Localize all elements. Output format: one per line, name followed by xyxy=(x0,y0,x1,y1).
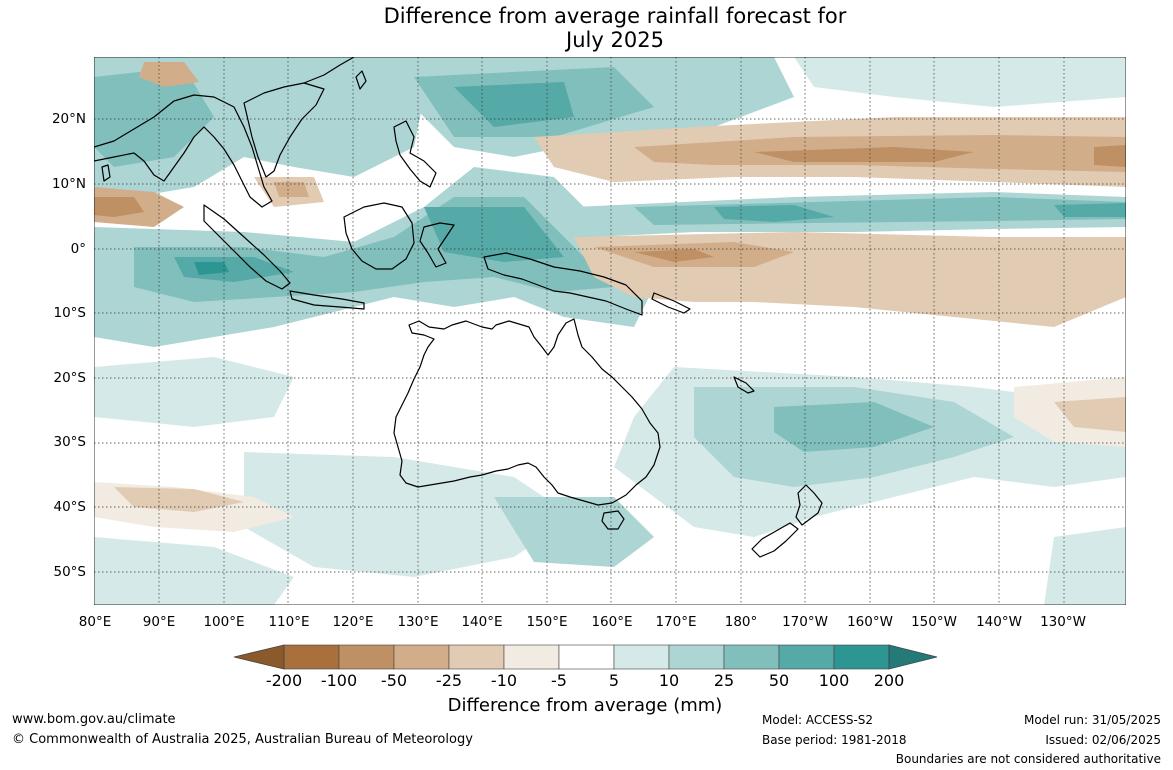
lon-label-170w: 170°W xyxy=(782,614,828,630)
china-coastline xyxy=(303,57,355,84)
lon-label-80e: 80°E xyxy=(78,614,112,630)
anomaly-fields xyxy=(94,57,1126,605)
sumatra-coastline xyxy=(203,204,291,290)
legend-swatch xyxy=(778,644,835,670)
lon-label-180: 180° xyxy=(724,614,758,630)
issued-text: Issued: 02/06/2025 xyxy=(1045,733,1161,747)
indochina-coastline xyxy=(243,82,325,178)
philippines-coastline xyxy=(393,120,437,188)
legend-swatch xyxy=(668,644,725,670)
legend-tick: 5 xyxy=(608,671,620,690)
lat-label-20n: 20°N xyxy=(51,111,86,127)
chart-title: Difference from average rainfall forecas… xyxy=(0,4,1173,52)
lon-label-160e: 160°E xyxy=(591,614,633,630)
lon-label-170e: 170°E xyxy=(655,614,697,630)
new-caledonia-coastline xyxy=(733,376,755,394)
disclaimer-text: Boundaries are not considered authoritat… xyxy=(895,752,1161,766)
java-coastline xyxy=(289,290,365,310)
legend-tick: 50 xyxy=(768,671,790,690)
lon-label-140e: 140°E xyxy=(461,614,503,630)
lat-label-10n: 10°N xyxy=(51,176,86,192)
lon-label-150e: 150°E xyxy=(526,614,568,630)
legend-swatches xyxy=(283,644,890,670)
legend-tick: 10 xyxy=(658,671,680,690)
graticule xyxy=(94,57,1126,605)
lat-label-20s: 20°S xyxy=(53,370,87,386)
legend-tick: -50 xyxy=(380,671,408,690)
new-zealand-south-coastline xyxy=(751,522,799,558)
legend-colorbar xyxy=(233,644,938,670)
model-text: Model: ACCESS-S2 xyxy=(762,713,874,727)
website-text: www.bom.gov.au/climate xyxy=(12,712,176,727)
lon-label-90e: 90°E xyxy=(142,614,176,630)
lat-label-40s: 40°S xyxy=(53,499,87,515)
lon-label-130e: 130°E xyxy=(397,614,439,630)
copyright-text: © Commonwealth of Australia 2025, Austra… xyxy=(12,732,473,747)
solomon-islands-coastline xyxy=(651,292,691,314)
dry-anomaly-regions xyxy=(94,62,1126,532)
sulawesi-coastline xyxy=(419,222,455,268)
title-line-2: July 2025 xyxy=(566,28,664,52)
title-line-1: Difference from average rainfall forecas… xyxy=(383,4,847,28)
legend-swatch xyxy=(833,644,890,670)
new-guinea-coastline xyxy=(483,252,643,316)
legend-swatch xyxy=(558,644,615,670)
lon-label-130w: 130°W xyxy=(1040,614,1086,630)
borneo-coastline xyxy=(343,202,415,270)
legend-tick: -100 xyxy=(320,671,358,690)
lat-label-10s: 10°S xyxy=(53,305,87,321)
southeast-asia-coastline xyxy=(94,94,273,208)
legend-swatch xyxy=(393,644,450,670)
legend-swatch xyxy=(448,644,505,670)
tasmania-coastline xyxy=(601,510,625,530)
sri-lanka-coastline xyxy=(101,164,111,182)
legend-tick: 200 xyxy=(873,671,905,690)
lon-label-140w: 140°W xyxy=(976,614,1022,630)
lon-label-150w: 150°W xyxy=(911,614,957,630)
legend-tick: -5 xyxy=(551,671,567,690)
legend-swatch xyxy=(613,644,670,670)
legend-tick: 25 xyxy=(713,671,735,690)
legend-title: Difference from average (mm) xyxy=(447,695,723,716)
lon-label-100e: 100°E xyxy=(203,614,245,630)
taiwan-coastline xyxy=(355,70,367,90)
australia-coastline xyxy=(393,318,661,506)
lat-label-0: 0° xyxy=(70,241,86,257)
new-zealand-north-coastline xyxy=(795,484,823,526)
model-run-text: Model run: 31/05/2025 xyxy=(1023,713,1161,727)
lon-label-110e: 110°E xyxy=(268,614,310,630)
lat-label-50s: 50°S xyxy=(53,564,87,580)
legend-swatch xyxy=(338,644,395,670)
legend-swatch xyxy=(283,644,340,670)
rainfall-anomaly-map xyxy=(94,57,1126,605)
legend-tick: -200 xyxy=(265,671,303,690)
lon-label-120e: 120°E xyxy=(332,614,374,630)
coastlines xyxy=(94,57,823,558)
lon-label-160w: 160°W xyxy=(847,614,893,630)
legend-tick: -10 xyxy=(490,671,518,690)
legend-arrow-right xyxy=(888,644,938,670)
base-period-text: Base period: 1981-2018 xyxy=(762,733,907,747)
wet-anomaly-regions xyxy=(94,57,1126,605)
legend-tick: -25 xyxy=(435,671,463,690)
legend-arrow-left xyxy=(233,644,285,670)
legend-swatch xyxy=(723,644,780,670)
legend-tick: 100 xyxy=(818,671,850,690)
legend-swatch xyxy=(503,644,560,670)
lat-label-30s: 30°S xyxy=(53,434,87,450)
